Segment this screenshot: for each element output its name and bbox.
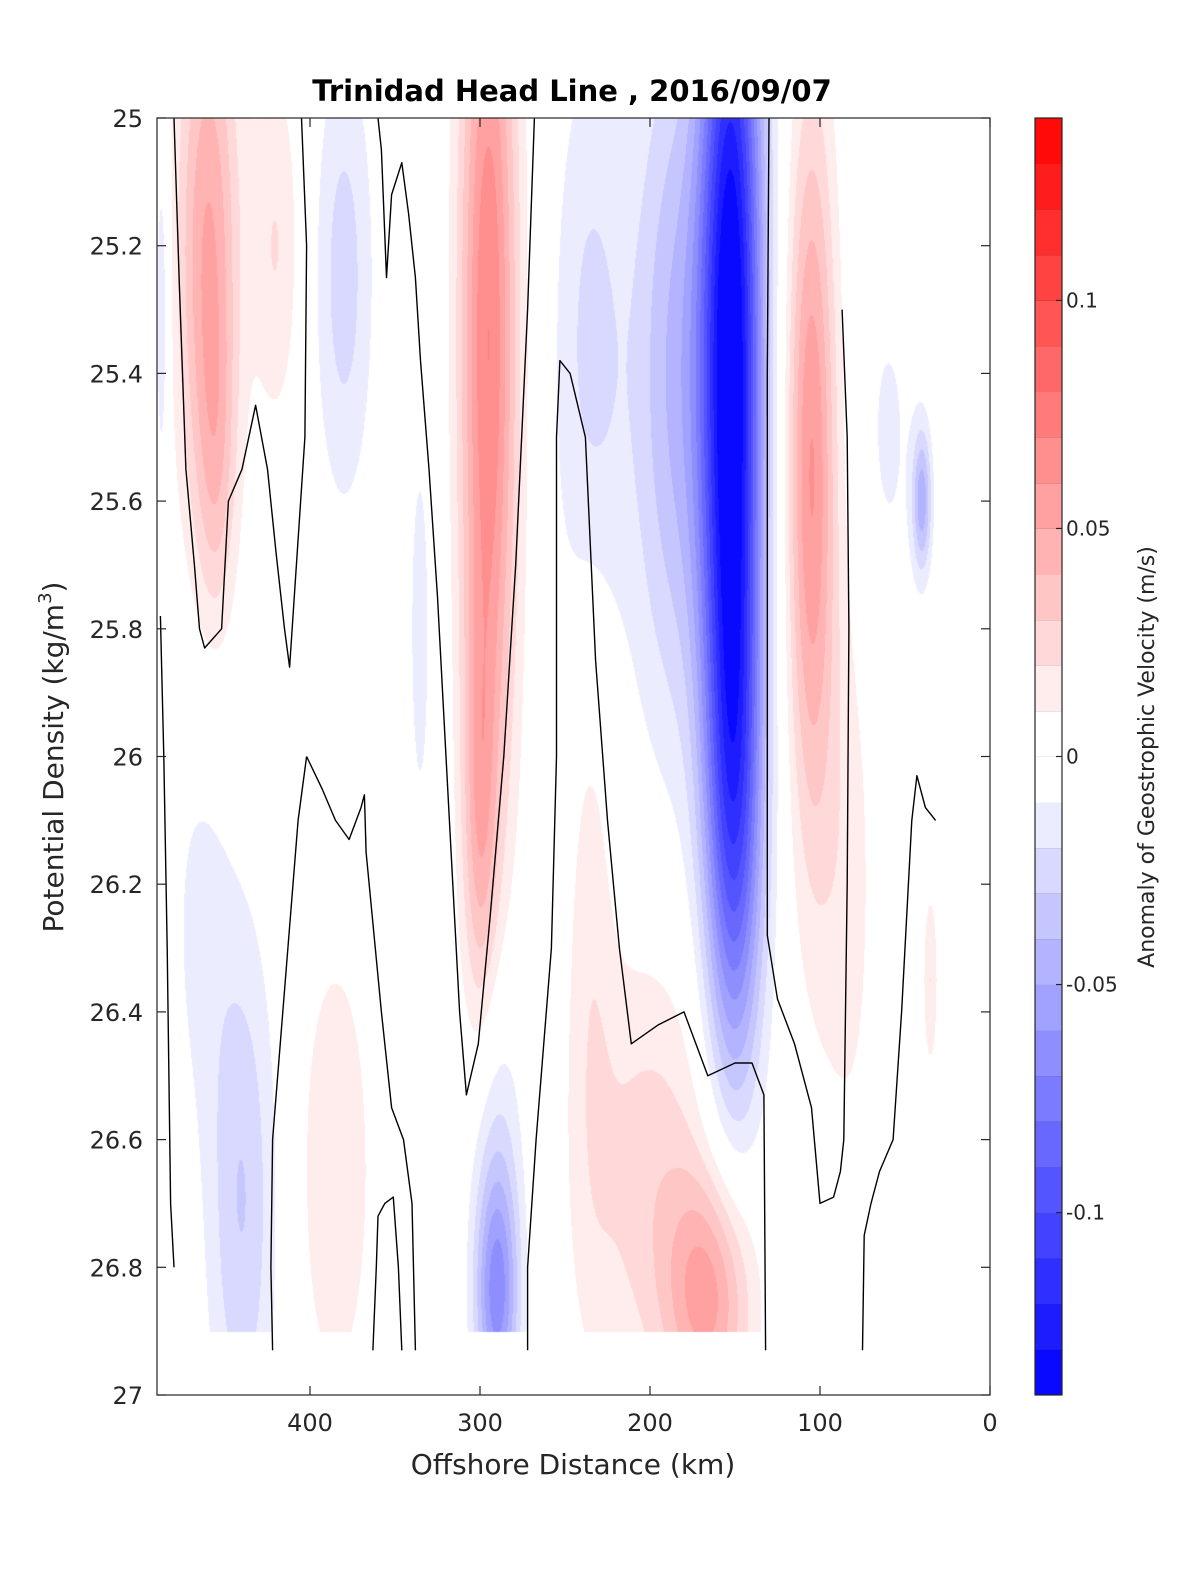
- colorbar-band: [1035, 209, 1062, 256]
- colorbar-band: [1035, 802, 1062, 849]
- zero-contour-line: [305, 756, 417, 1351]
- y-axis-title-superscript: 3: [35, 592, 56, 603]
- colorbar-band: [1035, 756, 1062, 803]
- zero-contour-line: [526, 359, 767, 1351]
- y-axis-title: Potential Density (kg/m3): [35, 582, 70, 933]
- colorbar-tick-label: 0: [1066, 745, 1079, 769]
- colorbar-band: [1035, 665, 1062, 712]
- colorbar-band: [1035, 1258, 1062, 1305]
- colorbar-band: [1035, 1121, 1062, 1168]
- zero-contour-line: [377, 118, 422, 361]
- y-tick-label: 26.2: [90, 871, 143, 899]
- colorbar-band: [1035, 118, 1062, 165]
- y-tick-label: 25.4: [90, 360, 143, 388]
- colorbar-band: [1035, 619, 1062, 666]
- colorbar-tick-label: 0.05: [1066, 516, 1111, 540]
- x-tick-label: 0: [982, 1409, 997, 1437]
- colorbar-band: [1035, 984, 1062, 1031]
- colorbar-tick-label: -0.1: [1066, 1201, 1105, 1225]
- colorbar-band: [1035, 437, 1062, 484]
- colorbar: 0.1 0.05 0 -0.05 -0.1: [1034, 117, 1118, 1396]
- colorbar-tick-label: -0.05: [1066, 973, 1118, 997]
- x-tick-label: 100: [797, 1409, 843, 1437]
- colorbar-band: [1035, 893, 1062, 940]
- y-tick-label: 26.4: [90, 999, 143, 1027]
- colorbar-band: [1035, 1166, 1062, 1213]
- colorbar-tick-label: 0.1: [1066, 288, 1098, 312]
- y-tick-label: 25: [112, 105, 143, 133]
- colorbar-band: [1035, 346, 1062, 393]
- colorbar-band: [1035, 391, 1062, 438]
- colorbar-band: [1035, 163, 1062, 210]
- y-tick-label: 25.6: [90, 488, 143, 516]
- zero-contour-line: [159, 615, 175, 1268]
- y-axis-title-main: Potential Density (kg/m: [37, 604, 70, 933]
- y-axis-ticks: 25 25.2 25.4 25.6 25.8 26 26.2 26.4 26.6 26.8 27: [90, 105, 990, 1410]
- colorbar-band: [1035, 1030, 1062, 1077]
- y-axis-title-close: ): [37, 582, 70, 593]
- zero-contour-lines: [159, 118, 937, 1351]
- x-tick-label: 300: [457, 1409, 503, 1437]
- colorbar-band: [1035, 528, 1062, 575]
- x-axis-title: Offshore Distance (km): [411, 1448, 736, 1481]
- y-tick-label: 26: [112, 744, 143, 772]
- colorbar-band: [1035, 847, 1062, 894]
- zero-contour-line: [173, 118, 308, 668]
- colorbar-band: [1035, 482, 1062, 529]
- colorbar-band: [1035, 254, 1062, 301]
- y-tick-label: 27: [112, 1382, 143, 1410]
- plot-area: 400 300 200 100 0 25 25.2 25.4 25.6 25.8 26 26.2 26…: [90, 105, 998, 1437]
- y-tick-label: 25.2: [90, 233, 143, 261]
- colorbar-title: Anomaly of Geostrophic Velocity (m/s): [1135, 546, 1160, 968]
- zero-contour-line: [766, 118, 850, 1205]
- y-tick-label: 26.8: [90, 1254, 143, 1282]
- x-tick-label: 200: [627, 1409, 673, 1437]
- colorbar-band: [1035, 710, 1062, 757]
- colorbar-ticks: 0.1 0.05 0 -0.05 -0.1: [1056, 288, 1118, 1225]
- x-tick-label: 400: [287, 1409, 333, 1437]
- colorbar-band: [1035, 1303, 1062, 1350]
- colorbar-band: [1035, 1349, 1062, 1396]
- colorbar-band: [1035, 300, 1062, 347]
- zero-contour-line: [419, 118, 536, 1096]
- colorbar-band: [1035, 1212, 1062, 1259]
- zero-contour-line: [270, 756, 308, 1351]
- velocity-heatmap: [157, 118, 990, 1395]
- chart-title: Trinidad Head Line , 2016/09/07: [312, 74, 832, 108]
- colorbar-band: [1035, 938, 1062, 985]
- colorbar-band: [1035, 574, 1062, 621]
- zero-contour-line: [372, 1196, 403, 1351]
- x-axis-ticks: 400 300 200 100 0: [287, 118, 998, 1437]
- colorbar-bands: [1035, 117, 1062, 1396]
- zero-contour-line: [861, 775, 937, 1351]
- y-tick-label: 26.6: [90, 1127, 143, 1155]
- colorbar-band: [1035, 1075, 1062, 1122]
- y-tick-label: 25.8: [90, 616, 143, 644]
